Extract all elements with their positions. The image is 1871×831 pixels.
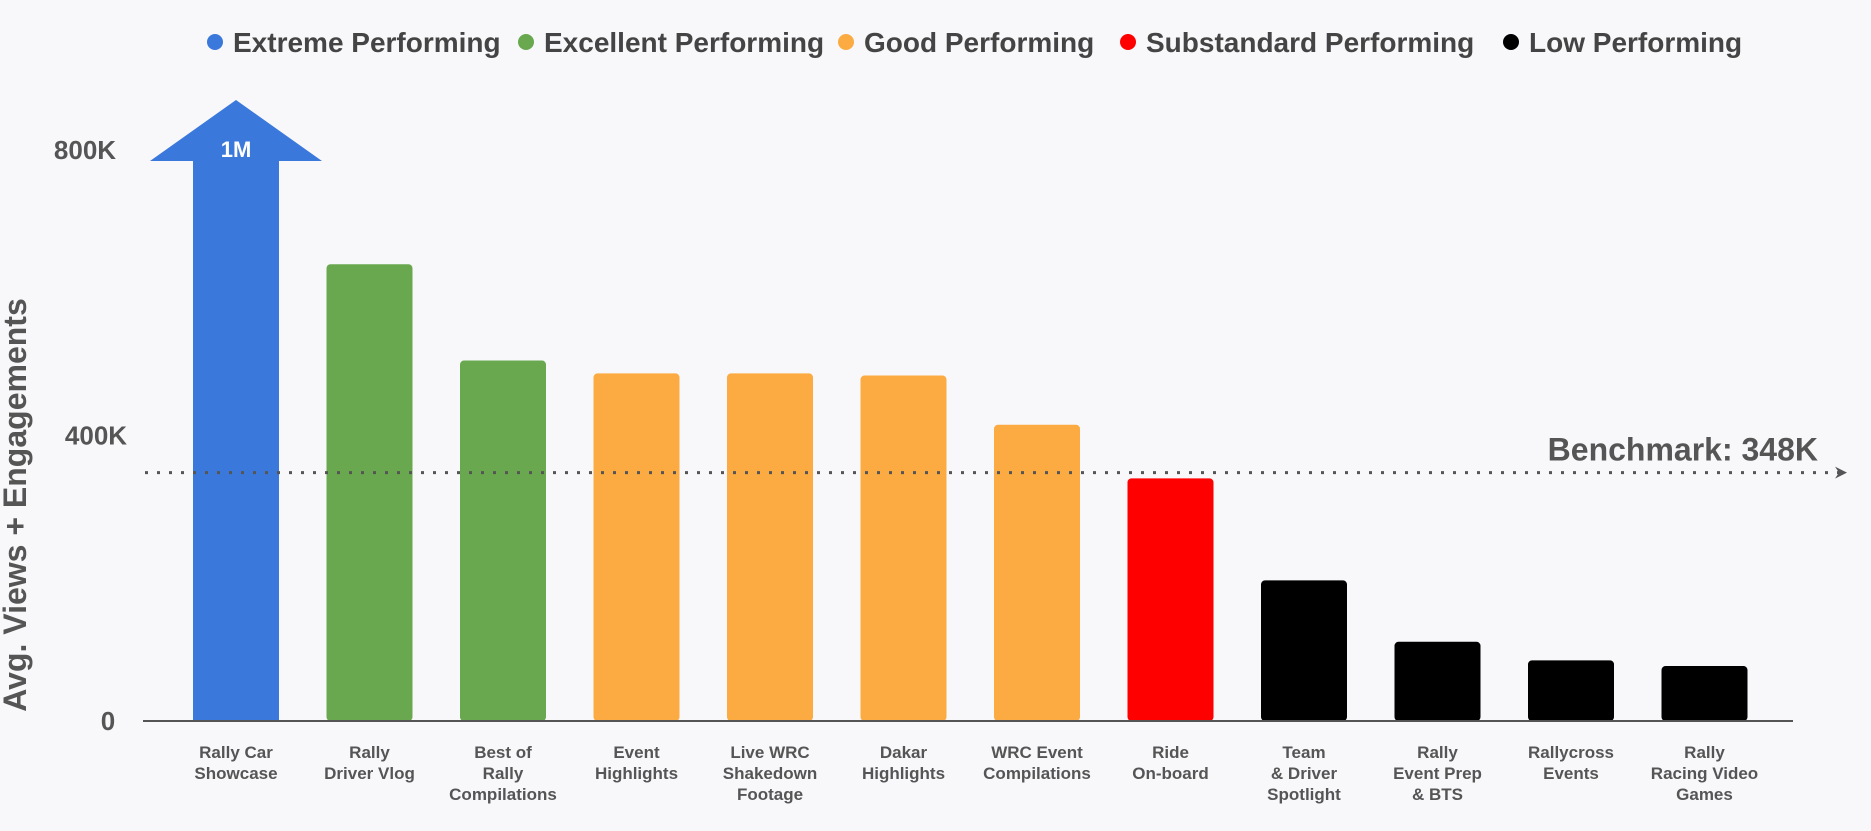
legend-marker — [1120, 34, 1136, 50]
legend-label: Low Performing — [1529, 27, 1742, 58]
x-tick-label: WRC Event Compilations — [983, 743, 1091, 783]
benchmark: Benchmark: 348K — [145, 432, 1847, 479]
x-tick-label: Best of Rally Compilations — [449, 743, 557, 804]
bar — [1661, 666, 1748, 721]
bar — [150, 100, 322, 721]
benchmark-label: Benchmark: 348K — [1548, 432, 1818, 468]
legend-label: Excellent Performing — [544, 27, 824, 58]
x-tick-label: Event Highlights — [595, 743, 678, 783]
bar — [860, 375, 947, 721]
x-tick-label: Dakar Highlights — [862, 743, 945, 783]
legend: Extreme Performing Excellent Performing Go… — [207, 27, 1742, 58]
legend-label: Substandard Performing — [1146, 27, 1474, 58]
x-tick-label: Ride On-board — [1132, 743, 1209, 783]
x-tick-label: Rally Event Prep & BTS — [1393, 743, 1482, 804]
legend-marker — [518, 34, 534, 50]
bars: 1M — [150, 100, 1748, 721]
x-tick-label: Rally Car Showcase — [194, 743, 277, 783]
x-tick-label: Team & Driver Spotlight — [1267, 743, 1341, 804]
bar-value-label: 1M — [221, 137, 252, 162]
y-axis-title: Avg. Views + Engagements — [0, 298, 33, 711]
bar — [727, 373, 813, 721]
y-tick-label: 0 — [101, 706, 115, 736]
bar — [460, 360, 546, 721]
y-tick-label: 800K — [54, 135, 116, 165]
y-tick-label: 400K — [65, 421, 127, 451]
bar — [1394, 641, 1481, 721]
legend-marker — [838, 34, 854, 50]
x-tick-label: Rallycross Events — [1528, 743, 1614, 783]
legend-label: Good Performing — [864, 27, 1094, 58]
bar — [593, 373, 680, 721]
x-tick-label: Live WRC Shakedown Footage — [723, 743, 817, 804]
legend-marker — [1503, 34, 1519, 50]
bar — [1127, 478, 1214, 721]
bar — [1261, 580, 1347, 721]
bar — [994, 424, 1080, 721]
bar — [326, 264, 413, 721]
x-tick-label: Rally Driver Vlog — [324, 743, 415, 783]
legend-label: Extreme Performing — [233, 27, 501, 58]
legend-marker — [207, 34, 223, 50]
x-tick-label: Rally Racing Video Games — [1651, 743, 1758, 804]
y-axis-ticks: 0 400K 800K — [54, 135, 127, 736]
bar — [1528, 660, 1614, 721]
x-axis-labels: Rally Car Showcase Rally Driver Vlog Best of… — [194, 743, 1758, 804]
